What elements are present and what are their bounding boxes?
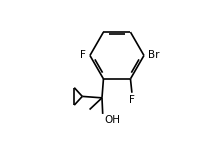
Text: F: F bbox=[129, 95, 135, 105]
Text: Br: Br bbox=[148, 51, 159, 60]
Text: OH: OH bbox=[104, 115, 120, 125]
Text: F: F bbox=[80, 51, 86, 60]
